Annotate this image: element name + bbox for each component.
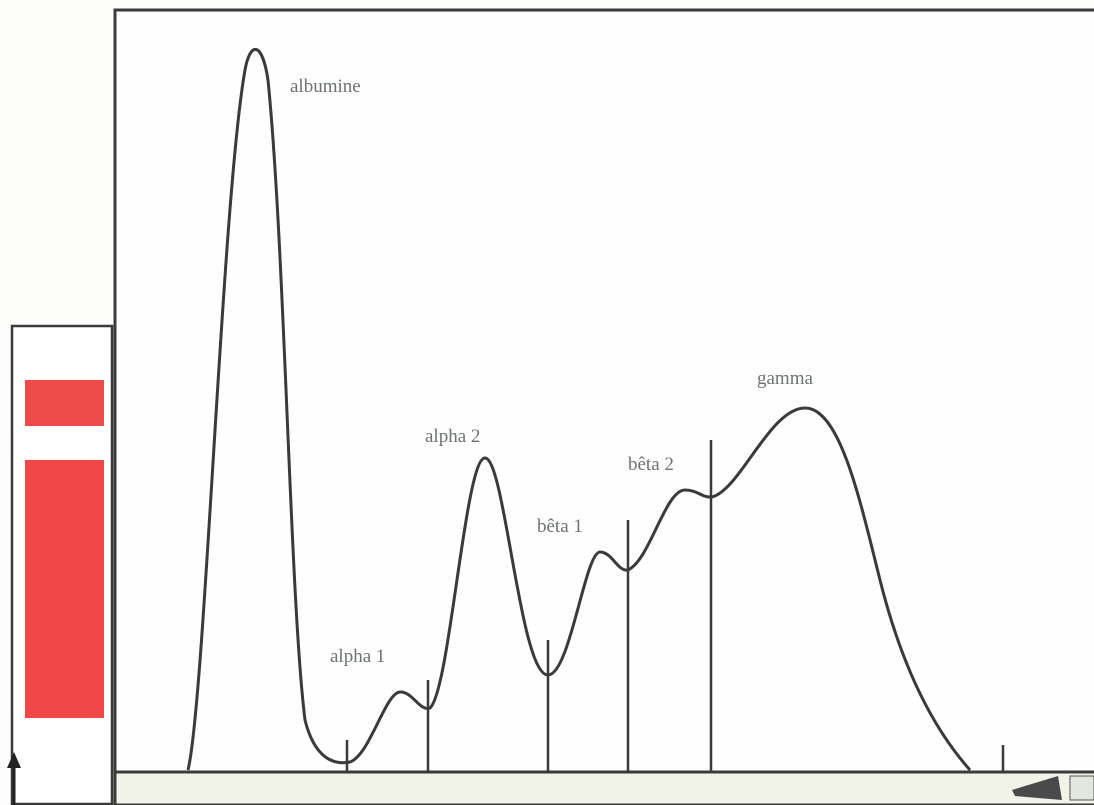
- label-albumin: albumine: [290, 76, 361, 97]
- label-gamma: gamma: [757, 368, 813, 389]
- label-alpha2: alpha 2: [425, 426, 480, 447]
- plot-frame: [115, 10, 1094, 800]
- bar-handle: [1070, 776, 1094, 800]
- label-beta2: bêta 2: [628, 454, 674, 475]
- label-beta1: bêta 1: [537, 516, 583, 537]
- gel-band-globulins: [25, 460, 104, 718]
- electrophoresis-diagram: albumine alpha 1 alpha 2 bêta 1 bêta 2 g…: [0, 0, 1094, 805]
- gel-band-albumin: [25, 380, 104, 426]
- scan-bar: [115, 772, 1094, 805]
- label-alpha1: alpha 1: [330, 646, 385, 667]
